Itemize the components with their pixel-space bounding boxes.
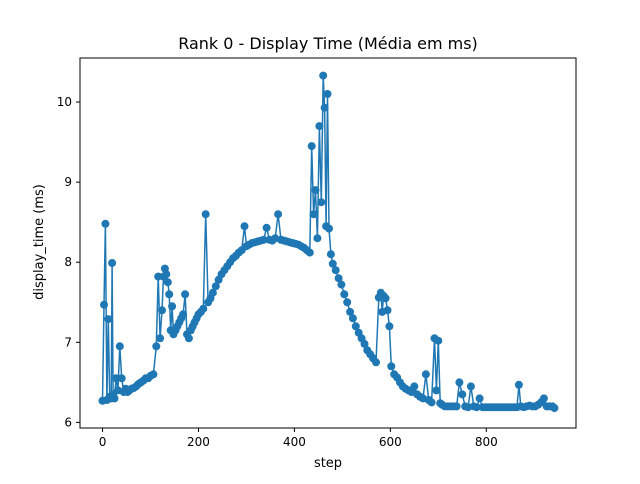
data-point <box>328 259 337 268</box>
x-tick-label: 600 <box>379 435 402 449</box>
data-point <box>108 259 117 267</box>
plot-area <box>98 71 559 412</box>
data-point <box>115 342 124 351</box>
chart-title: Rank 0 - Display Time (Média em ms) <box>178 34 478 53</box>
data-point <box>262 223 271 232</box>
data-point <box>100 300 108 309</box>
data-point <box>199 304 208 313</box>
data-point <box>162 270 171 279</box>
x-tick-label: 0 <box>99 435 107 449</box>
data-point <box>343 298 352 307</box>
data-point <box>452 402 461 411</box>
axis-ticks: 0 200 400 600 800 6 7 8 9 10 <box>57 95 498 449</box>
data-point <box>514 380 523 389</box>
data-point <box>455 378 464 387</box>
data-point <box>351 322 360 331</box>
y-tick-label: 8 <box>64 255 72 269</box>
x-axis-label: step <box>314 456 342 471</box>
data-point <box>168 302 177 311</box>
data-point <box>259 235 268 244</box>
data-point <box>337 280 346 289</box>
data-point <box>550 404 559 412</box>
x-tick-label: 200 <box>187 435 210 449</box>
data-point <box>149 370 158 379</box>
data-point <box>101 219 110 228</box>
y-tick-label: 9 <box>64 175 72 189</box>
data-point <box>427 398 436 407</box>
data-point <box>152 342 161 351</box>
data-point <box>348 314 357 323</box>
data-point <box>104 315 113 324</box>
data-point <box>340 290 349 299</box>
data-point <box>320 103 329 112</box>
data-point <box>323 90 332 98</box>
data-point <box>458 390 467 399</box>
data-point <box>381 294 390 303</box>
data-point <box>165 290 174 299</box>
data-point <box>317 198 326 207</box>
data-point <box>208 288 217 297</box>
y-tick-label: 10 <box>57 95 72 109</box>
data-point <box>305 248 314 257</box>
data-point <box>319 71 328 80</box>
data-point <box>181 290 190 299</box>
data-point <box>315 122 324 131</box>
data-point <box>117 374 126 383</box>
data-point <box>240 222 249 231</box>
data-point <box>539 394 548 403</box>
data-point <box>410 382 419 391</box>
data-point <box>158 306 166 315</box>
axes-frame <box>79 57 577 429</box>
y-tick-label: 7 <box>64 335 72 349</box>
data-point <box>311 186 320 195</box>
data-point <box>156 334 165 343</box>
data-point <box>387 362 396 371</box>
data-point <box>326 250 335 259</box>
data-point <box>313 234 322 243</box>
data-point <box>211 282 220 291</box>
x-tick-label: 400 <box>283 435 306 449</box>
data-point <box>274 210 283 219</box>
data-point <box>434 336 443 345</box>
data-point <box>184 334 193 343</box>
data-point <box>385 322 394 331</box>
data-point <box>307 142 316 151</box>
x-tick-label: 800 <box>475 435 498 449</box>
data-point <box>466 382 475 391</box>
data-point <box>421 370 430 379</box>
data-point <box>179 310 188 319</box>
data-point <box>372 358 380 367</box>
data-point <box>201 210 210 219</box>
y-axis-label: display_time (ms) <box>32 184 47 300</box>
data-point <box>163 278 172 287</box>
data-point <box>475 394 484 403</box>
data-point <box>331 266 340 275</box>
data-point <box>325 224 333 233</box>
y-tick-label: 6 <box>64 415 72 429</box>
data-point <box>110 394 119 403</box>
data-point <box>360 339 369 348</box>
data-point <box>112 374 120 383</box>
data-point <box>309 210 318 219</box>
data-point <box>346 307 355 316</box>
data-point <box>432 386 441 395</box>
data-point <box>334 274 343 283</box>
data-point <box>383 306 392 315</box>
data-point <box>472 403 481 412</box>
